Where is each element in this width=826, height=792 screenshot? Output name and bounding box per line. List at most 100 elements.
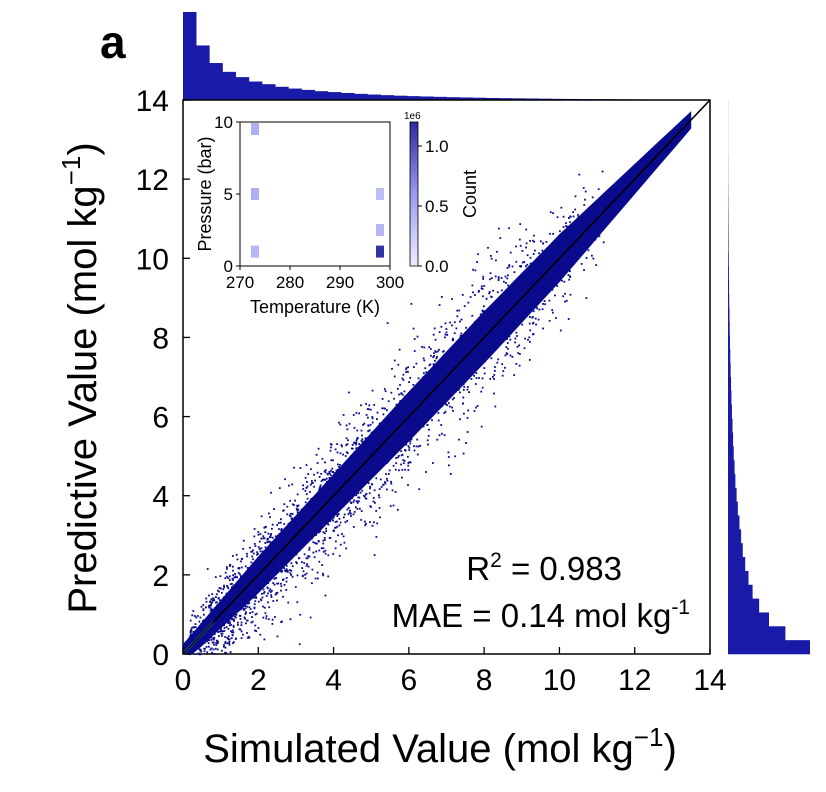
density-point xyxy=(572,241,574,244)
density-point xyxy=(437,399,440,402)
density-point xyxy=(269,516,271,518)
density-point xyxy=(214,620,217,622)
density-point xyxy=(322,550,325,553)
density-point xyxy=(413,338,416,340)
density-point xyxy=(193,631,196,634)
density-point xyxy=(382,455,384,458)
density-point xyxy=(330,483,333,486)
density-point xyxy=(542,327,544,330)
density-point xyxy=(271,552,274,555)
density-point xyxy=(509,285,511,288)
density-point xyxy=(433,371,436,373)
density-point xyxy=(579,245,582,248)
density-point xyxy=(405,443,408,446)
density-point xyxy=(451,406,453,409)
density-point xyxy=(374,501,376,504)
density-point xyxy=(233,594,236,597)
density-point xyxy=(223,584,225,587)
parity-line xyxy=(182,99,711,655)
x-axis-ticks: 0 2 4 6 8 10 12 14 xyxy=(175,647,727,697)
density-point xyxy=(306,515,308,517)
density-point xyxy=(225,626,228,628)
density-point xyxy=(327,554,330,557)
density-point xyxy=(261,592,263,595)
density-point xyxy=(529,293,531,296)
density-point xyxy=(494,366,496,368)
density-point xyxy=(449,405,451,408)
density-point xyxy=(297,526,300,528)
density-point xyxy=(407,469,410,471)
density-point xyxy=(244,586,247,588)
density-point xyxy=(351,464,354,467)
density-point xyxy=(501,339,504,341)
density-point xyxy=(329,517,331,520)
density-point xyxy=(315,534,317,536)
density-point xyxy=(429,411,432,414)
density-point xyxy=(511,355,514,358)
density-point xyxy=(437,412,440,414)
density-point xyxy=(412,430,415,433)
density-point xyxy=(562,215,565,218)
density-point xyxy=(380,429,382,432)
density-point xyxy=(213,617,215,620)
density-point xyxy=(386,436,389,438)
density-point xyxy=(336,443,338,445)
density-point xyxy=(257,531,260,533)
density-point xyxy=(308,502,311,505)
density-point xyxy=(253,596,256,599)
density-point xyxy=(423,372,425,375)
density-point xyxy=(551,280,554,283)
density-point xyxy=(269,566,271,568)
density-point xyxy=(212,632,214,635)
x-tick-label: 6 xyxy=(401,664,418,697)
inset-y-tick-label: 0 xyxy=(224,257,233,276)
density-point xyxy=(304,517,306,520)
density-point xyxy=(523,283,526,286)
density-point xyxy=(610,194,612,197)
density-point xyxy=(224,571,227,574)
density-point xyxy=(386,462,388,464)
density-point xyxy=(519,285,522,288)
density-point xyxy=(473,331,476,334)
density-point xyxy=(283,503,286,506)
density-point xyxy=(269,575,271,578)
density-point xyxy=(200,605,203,608)
density-point xyxy=(222,600,225,602)
density-point xyxy=(208,629,211,631)
density-point xyxy=(293,504,295,506)
density-point xyxy=(269,542,272,545)
density-point xyxy=(244,607,247,610)
density-point xyxy=(233,607,235,610)
density-point xyxy=(441,405,444,407)
density-point xyxy=(369,450,372,453)
density-point xyxy=(542,252,545,255)
density-point xyxy=(351,444,354,446)
density-point xyxy=(581,230,584,233)
density-point xyxy=(264,554,267,557)
density-point xyxy=(282,545,285,547)
density-point xyxy=(234,592,237,595)
density-point xyxy=(367,408,370,411)
density-point xyxy=(486,317,488,319)
density-point xyxy=(289,499,291,502)
density-point xyxy=(542,282,545,284)
density-point xyxy=(509,314,512,316)
density-point xyxy=(548,299,551,302)
density-point xyxy=(272,565,275,568)
density-point xyxy=(598,235,601,238)
density-point xyxy=(319,530,322,533)
density-point xyxy=(231,582,233,585)
density-point xyxy=(573,258,576,260)
density-point xyxy=(227,622,230,624)
density-point xyxy=(325,530,328,532)
density-point xyxy=(497,278,500,280)
density-point xyxy=(422,357,425,360)
density-point xyxy=(333,486,336,489)
density-point xyxy=(436,350,439,353)
density-point xyxy=(259,550,262,553)
right-histogram-bar xyxy=(728,432,734,447)
density-point xyxy=(248,606,251,609)
density-point xyxy=(353,427,356,429)
density-point xyxy=(438,385,441,387)
density-point xyxy=(249,612,251,614)
